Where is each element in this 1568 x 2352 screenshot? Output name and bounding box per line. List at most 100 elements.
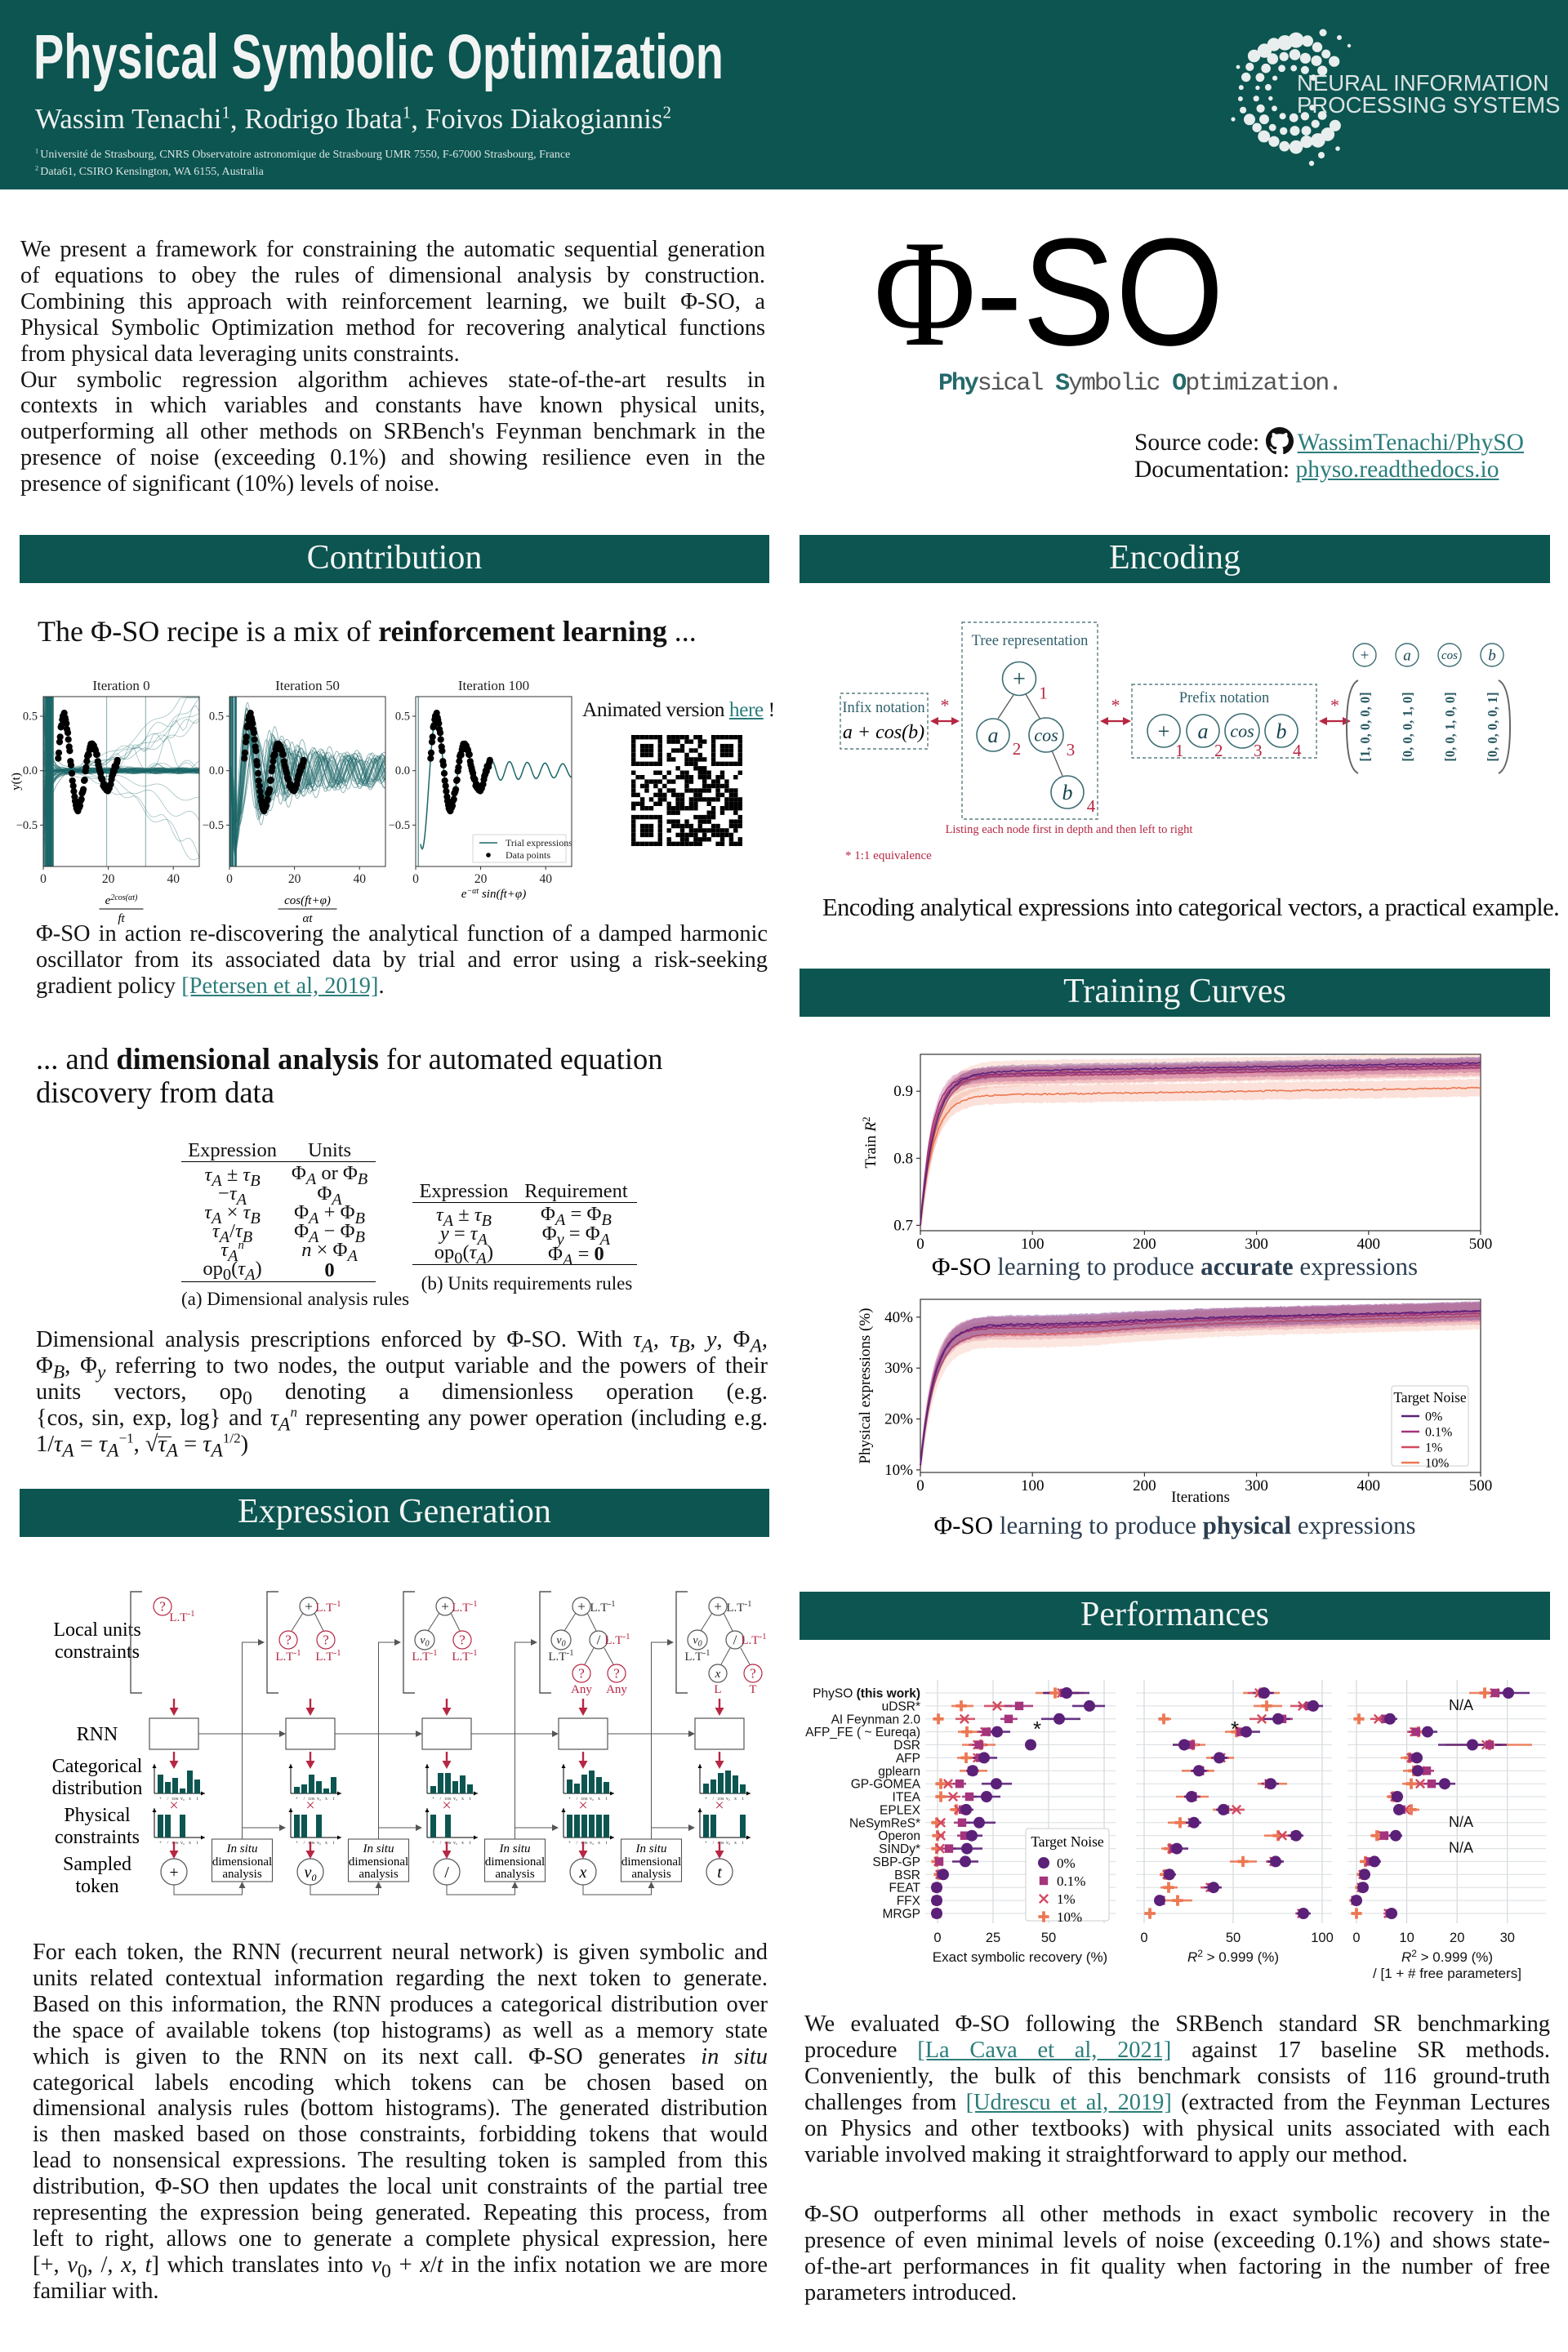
svg-text:2: 2 [1214,741,1223,760]
svg-text:0.5: 0.5 [395,710,410,724]
svg-text:constraints: constraints [55,1827,140,1848]
svg-text:+: + [305,1599,313,1615]
svg-text:L.T-1: L.T-1 [452,1648,477,1664]
svg-text:?: ? [285,1633,292,1648]
svg-text:?: ? [750,1666,756,1682]
svg-text:Listing each node first in dep: Listing each node first in depth and the… [946,823,1193,836]
svg-text:t: t [742,1841,744,1846]
svg-text:−0.5: −0.5 [16,819,38,832]
svg-text:AI Feynman 2.0: AI Feynman 2.0 [831,1713,921,1726]
svg-text:/: / [304,1841,305,1846]
svg-text:x: x [325,1841,327,1846]
svg-text:In situ: In situ [226,1842,258,1855]
svg-text:20%: 20% [884,1411,913,1428]
svg-text:y(t): y(t) [10,773,23,791]
svg-text:?: ? [578,1666,585,1682]
svg-text:Infix notation: Infix notation [842,700,924,716]
svg-text:v₀: v₀ [317,1841,321,1846]
svg-text:300: 300 [1245,1236,1268,1253]
svg-text:t: t [333,1841,335,1846]
svg-text:ft: ft [118,912,125,925]
svg-text:/: / [713,1841,715,1846]
svg-text:1: 1 [1039,684,1048,703]
svg-text:?: ? [459,1633,466,1648]
svg-text:0.5: 0.5 [23,710,38,724]
svg-text:x: x [579,1864,587,1882]
svg-text:gplearn: gplearn [878,1765,920,1779]
svg-text:0: 0 [933,1931,941,1945]
svg-text:*: * [1111,695,1120,715]
svg-text:N/A: N/A [1449,1814,1473,1830]
svg-text:Target Noise: Target Noise [1393,1389,1467,1405]
svg-text:Sampled: Sampled [63,1854,131,1875]
svg-text:Any: Any [606,1683,627,1696]
svg-text:?: ? [613,1666,620,1682]
svg-text:+: + [296,1841,299,1846]
svg-text:x: x [598,1797,600,1802]
svg-text:dimensional: dimensional [621,1855,681,1869]
svg-text:+: + [432,1797,435,1802]
svg-text:t: t [197,1797,198,1802]
svg-text:t: t [197,1841,198,1846]
svg-text:0: 0 [916,1477,924,1494]
svg-text:R2 > 0.999 (%): R2 > 0.999 (%) [1187,1948,1279,1965]
svg-text:GP-GOMEA: GP-GOMEA [851,1778,921,1792]
svg-text:0.1%: 0.1% [1425,1426,1452,1440]
svg-text:MRGP: MRGP [883,1908,921,1922]
svg-text:Categorical: Categorical [52,1756,143,1777]
svg-text:/: / [167,1841,169,1846]
svg-text:Local units: Local units [53,1619,140,1641]
svg-text:+: + [159,1797,163,1802]
svg-text:50: 50 [1226,1931,1241,1945]
svg-text:×: × [169,1797,178,1815]
svg-text:500: 500 [1469,1477,1493,1494]
svg-text:?: ? [323,1633,329,1648]
svg-text:/: / [167,1797,169,1802]
svg-text:Iteration 100: Iteration 100 [458,678,529,693]
svg-text:Any: Any [571,1683,592,1696]
svg-text:4: 4 [1293,741,1302,760]
svg-text:L.T-1: L.T-1 [452,1599,477,1615]
svg-text:a + cos(b): a + cos(b) [843,722,924,743]
svg-text:analysis: analysis [495,1868,534,1881]
svg-text:t: t [470,1841,471,1846]
svg-text:×: × [442,1797,451,1815]
svg-text:200: 200 [1133,1236,1156,1253]
svg-text:50: 50 [1041,1931,1056,1945]
svg-text:100: 100 [1311,1931,1334,1945]
svg-text:L.T-1: L.T-1 [275,1648,301,1664]
svg-text:/: / [577,1797,578,1802]
svg-text:25: 25 [986,1931,1000,1945]
svg-text:−0.5: −0.5 [203,819,224,832]
svg-text:2: 2 [1013,739,1022,759]
svg-text:/: / [444,1864,449,1882]
svg-text:1: 1 [1175,741,1184,760]
svg-text:b: b [1276,719,1287,743]
svg-text:analysis: analysis [631,1868,670,1881]
svg-text:In situ: In situ [499,1842,531,1855]
svg-text:x: x [461,1797,464,1802]
svg-text:L.T-1: L.T-1 [741,1632,766,1647]
svg-text:v₀: v₀ [726,1841,730,1846]
svg-text:cos: cos [718,1841,725,1846]
svg-text:In situ: In situ [363,1842,394,1855]
svg-text:30: 30 [1500,1931,1515,1945]
svg-text:[1, 0, 0, 0, 0]: [1, 0, 0, 0, 0] [1357,692,1373,761]
svg-text:Iterations: Iterations [1171,1489,1230,1506]
svg-text:L.T-1: L.T-1 [412,1648,437,1664]
svg-text:+: + [1013,667,1026,693]
svg-text:+: + [705,1841,708,1846]
svg-text:0.0: 0.0 [23,764,38,777]
svg-text:10: 10 [1399,1931,1414,1945]
svg-text:/: / [440,1797,442,1802]
svg-text:PROCESSING SYSTEMS: PROCESSING SYSTEMS [1297,92,1560,118]
svg-text:v₀: v₀ [590,1797,594,1802]
svg-text:*: * [1330,695,1339,715]
svg-text:cos: cos [309,1797,316,1802]
svg-text:dimensional: dimensional [349,1855,408,1869]
svg-text:L.T-1: L.T-1 [604,1632,630,1647]
svg-text:/: / [440,1841,442,1846]
svg-text:L.T-1: L.T-1 [548,1648,573,1664]
svg-text:EPLEX: EPLEX [880,1803,921,1817]
svg-text:x: x [461,1841,464,1846]
